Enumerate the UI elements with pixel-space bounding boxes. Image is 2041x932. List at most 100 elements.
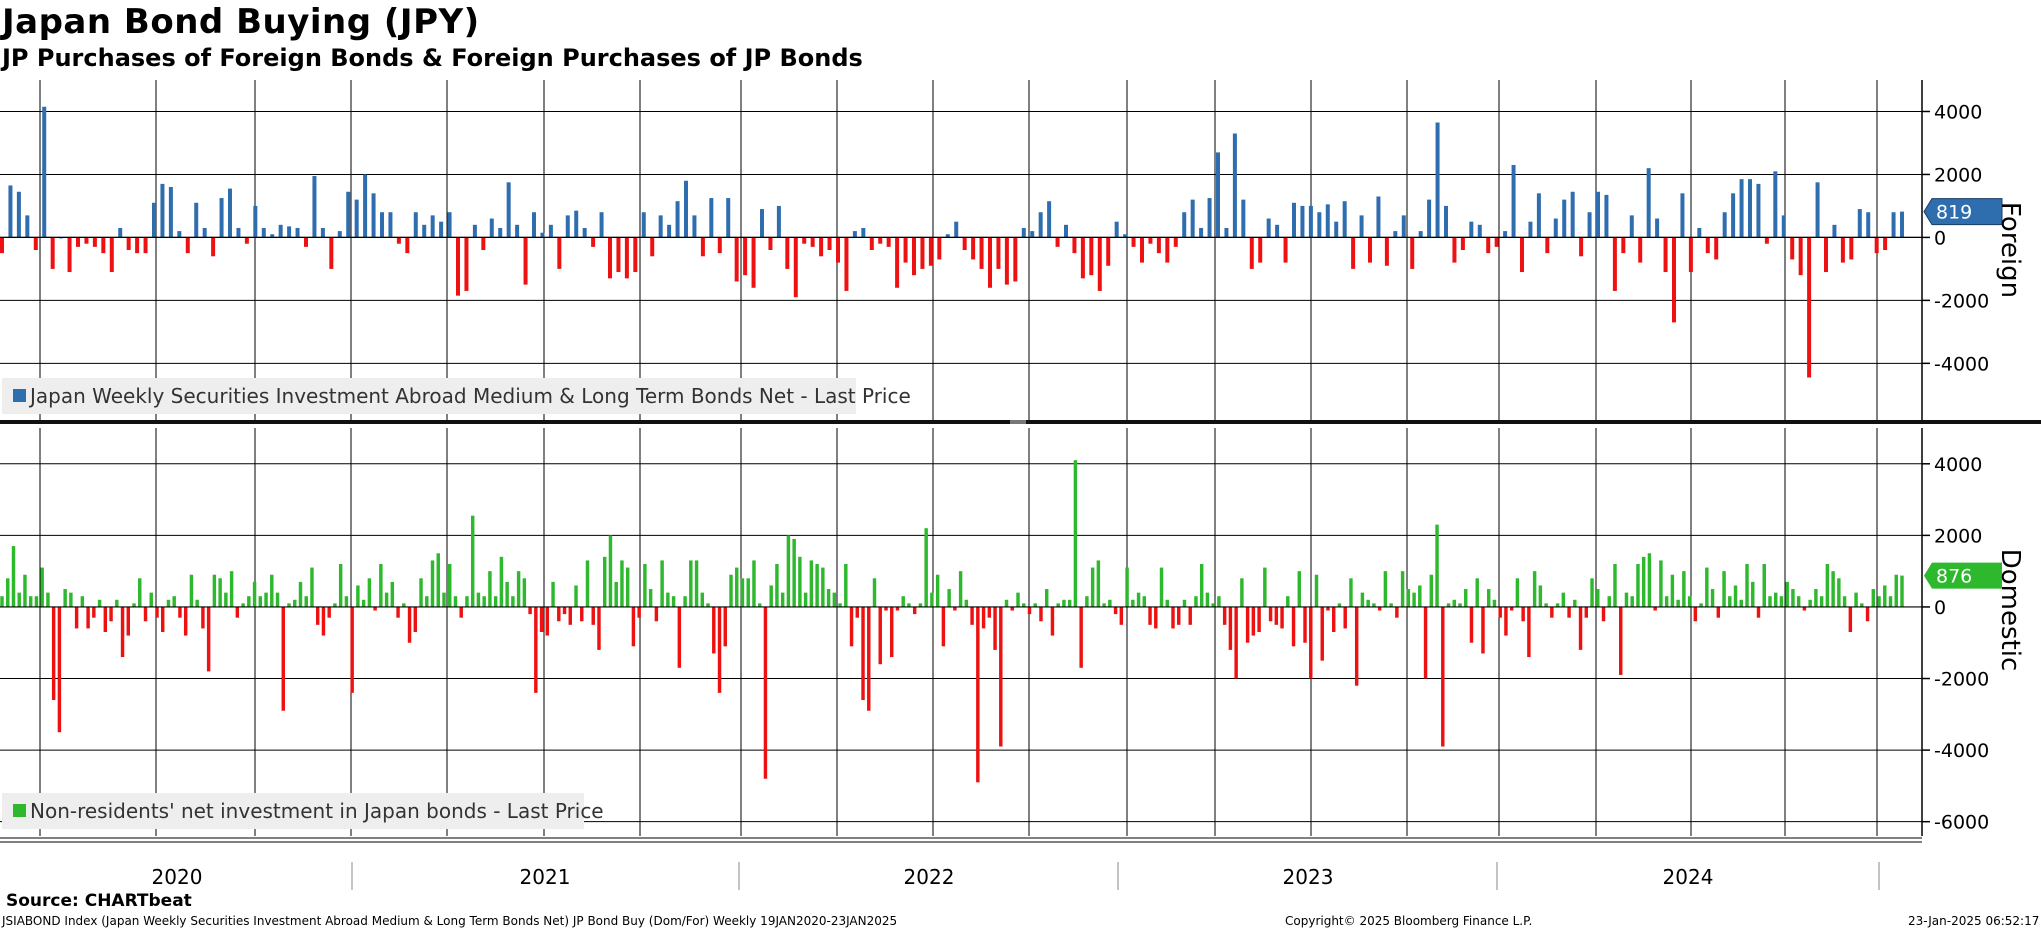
bar <box>1266 218 1271 238</box>
bar <box>608 535 613 607</box>
bar <box>1314 574 1319 607</box>
bar <box>677 606 682 668</box>
bar <box>869 237 874 250</box>
bar <box>740 578 745 607</box>
bar <box>1716 606 1721 618</box>
x-year-label: 2024 <box>1663 865 1714 889</box>
bar <box>1308 205 1313 238</box>
bar <box>1641 556 1646 607</box>
bar <box>1062 599 1066 607</box>
bar <box>1205 592 1210 607</box>
bar <box>419 578 423 607</box>
bar <box>648 589 653 607</box>
bar <box>1561 592 1566 607</box>
bar <box>1085 596 1089 607</box>
bar <box>591 237 596 247</box>
bar <box>1630 596 1634 607</box>
y-tick-label: 4000 <box>1934 101 1982 123</box>
bar <box>1199 227 1204 238</box>
bar <box>793 237 798 298</box>
bar <box>118 227 123 238</box>
bar <box>1871 589 1876 607</box>
bar <box>1573 599 1577 607</box>
bar <box>1866 212 1871 238</box>
bar <box>1224 227 1229 238</box>
bar <box>878 237 883 244</box>
bar <box>1874 237 1879 254</box>
y-tick-label: 0 <box>1934 597 1946 619</box>
bar <box>201 606 205 629</box>
bar <box>1849 237 1854 260</box>
bar <box>511 596 515 607</box>
bar <box>1072 237 1077 254</box>
bar <box>371 193 376 238</box>
bar <box>1768 596 1772 607</box>
bar <box>667 224 672 238</box>
bar <box>295 227 300 238</box>
bar <box>275 592 280 607</box>
bar <box>810 237 815 247</box>
bar <box>775 564 779 607</box>
bar <box>281 606 285 711</box>
bar <box>625 567 630 607</box>
bar <box>1292 202 1296 238</box>
bar <box>407 606 412 643</box>
bar <box>1090 567 1095 607</box>
bar <box>1464 589 1468 607</box>
bar <box>637 606 641 618</box>
bar <box>1325 204 1330 238</box>
bar <box>1664 596 1669 607</box>
legend-box <box>2 793 584 829</box>
bar <box>74 606 79 629</box>
bar <box>786 535 791 607</box>
bar <box>684 180 688 238</box>
bar <box>717 606 722 693</box>
bar <box>1217 596 1221 607</box>
bar <box>1756 606 1761 618</box>
bar <box>1156 237 1161 254</box>
bar <box>776 205 781 238</box>
panel-title: Foreign <box>1995 202 2025 298</box>
bar <box>987 606 992 618</box>
bar <box>988 237 992 288</box>
bar <box>482 596 486 607</box>
bar <box>1291 606 1296 647</box>
bar <box>832 592 837 607</box>
bar <box>734 237 739 282</box>
legend-label: Japan Weekly Securities Investment Abroa… <box>28 384 911 408</box>
bar <box>1320 606 1324 661</box>
bar <box>1460 237 1465 250</box>
bar <box>1509 606 1514 611</box>
bar <box>1607 596 1611 607</box>
bar <box>1216 152 1220 238</box>
bar <box>6 578 10 607</box>
bar <box>1604 194 1609 238</box>
bar <box>523 237 528 285</box>
bar <box>86 606 90 629</box>
bar <box>1619 606 1623 675</box>
bar <box>1089 237 1094 276</box>
bar <box>1555 603 1560 607</box>
bar <box>1819 596 1824 607</box>
bar <box>103 606 108 632</box>
bar <box>1503 231 1508 238</box>
bar <box>143 237 148 254</box>
bar <box>709 198 714 238</box>
bar <box>1550 606 1554 618</box>
bar <box>935 574 940 607</box>
legend-box <box>2 378 856 414</box>
bar <box>390 581 395 607</box>
bar <box>252 581 257 607</box>
bar <box>597 606 601 650</box>
bar <box>1659 560 1663 607</box>
last-value-flag <box>1923 198 2003 226</box>
bar <box>1444 205 1448 238</box>
bar <box>1840 237 1845 263</box>
bar <box>1332 606 1336 632</box>
bar <box>172 596 176 607</box>
bar <box>367 578 372 607</box>
bar <box>1515 578 1520 607</box>
y-tick-label: -2000 <box>1934 669 1989 691</box>
bar <box>903 237 908 263</box>
bar <box>534 606 538 693</box>
